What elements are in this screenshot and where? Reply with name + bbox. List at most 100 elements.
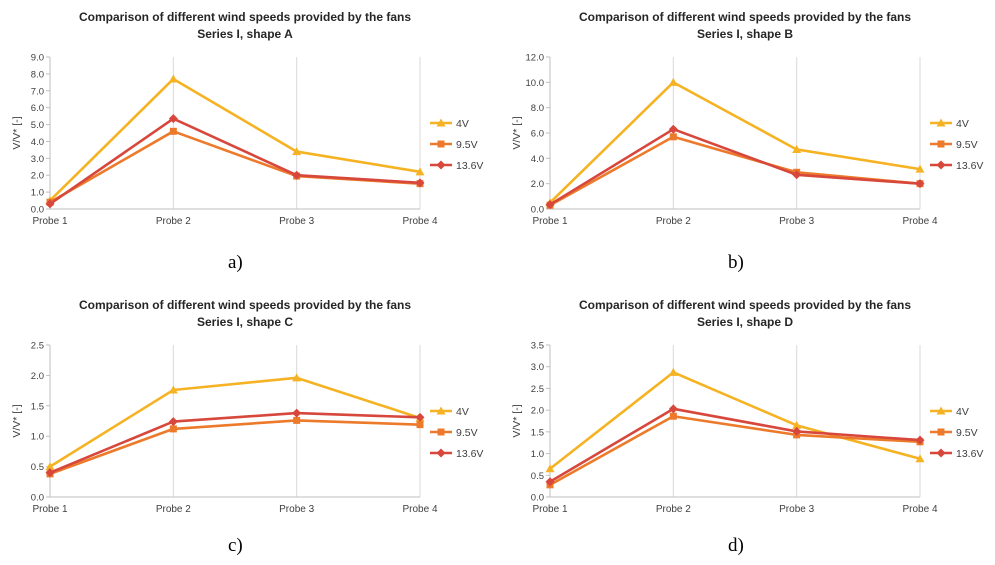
data-point-9.5V [669,412,677,420]
data-point-13.6V [792,170,802,180]
chart-subtitle: Series I, shape B [697,27,793,41]
legend-marker [936,118,946,127]
y-tick-label: 2.5 [31,341,44,352]
chart-title: Comparison of different wind speeds prov… [79,298,411,312]
series-line-4V [49,376,421,468]
x-tick-label: Probe 1 [532,216,567,227]
series-line-4V [549,81,921,204]
x-tick-label: Probe 1 [532,504,567,515]
data-point-4V [915,164,925,173]
y-axis-label: V/V* [-] [511,116,523,149]
legend-label: 9.5V [456,427,478,439]
legend-marker [436,160,446,170]
data-point-4V [292,373,302,382]
x-tick-label: Probe 4 [402,504,437,515]
data-point-13.6V [668,124,678,134]
data-point-13.6V [415,178,425,188]
legend-marker [436,118,446,127]
data-point-13.6V [668,404,678,414]
series-line-13.6V [49,117,421,206]
y-tick-label: 6.0 [531,129,544,140]
chart-svg: Comparison of different wind speeds prov… [11,298,483,515]
legend-marker [436,448,446,458]
caption-b: b) [728,252,744,273]
x-tick-label: Probe 4 [402,216,437,227]
data-point-9.5V [169,127,177,135]
chart-panel-b: Comparison of different wind speeds prov… [505,2,985,277]
y-axis-label: V/V* [-] [11,404,23,437]
y-tick-label: 3.5 [531,341,544,352]
caption-d: d) [728,535,744,556]
series-line-4V [49,77,421,202]
y-tick-label: 12.0 [526,53,545,64]
chart-title: Comparison of different wind speeds prov… [579,10,911,24]
y-tick-label: 3.0 [531,362,544,373]
legend-label: 4V [456,118,469,130]
y-tick-label: 0.0 [31,205,44,216]
legend-label: 13.6V [456,160,483,172]
legend-label: 4V [456,406,469,418]
y-tick-label: 9.0 [31,53,44,64]
y-tick-label: 8.0 [31,69,44,80]
y-tick-label: 3.0 [31,154,44,165]
chart-subtitle: Series I, shape C [197,315,293,329]
chart-panel-c: Comparison of different wind speeds prov… [5,290,485,565]
data-point-13.6V [415,412,425,422]
caption-a: a) [228,252,243,273]
caption-c: c) [228,535,243,556]
y-tick-label: 1.5 [531,427,544,438]
y-axis-label: V/V* [-] [511,404,523,437]
x-tick-label: Probe 1 [32,216,67,227]
y-tick-label: 2.0 [31,171,44,182]
x-tick-label: Probe 3 [779,216,814,227]
y-tick-label: 0.0 [531,493,544,504]
data-point-13.6V [45,199,55,209]
chart-svg: Comparison of different wind speeds prov… [511,10,983,227]
data-point-13.6V [545,200,555,210]
data-point-4V [915,454,925,463]
x-tick-label: Probe 2 [656,504,691,515]
chart-svg: Comparison of different wind speeds prov… [511,298,983,515]
x-tick-label: Probe 4 [902,216,937,227]
data-point-4V [668,367,678,376]
data-point-13.6V [45,468,55,478]
data-point-4V [792,420,802,429]
data-point-13.6V [915,435,925,445]
legend-label: 4V [956,118,969,130]
x-tick-label: Probe 3 [279,504,314,515]
chart-svg: Comparison of different wind speeds prov… [11,10,483,227]
y-tick-label: 1.5 [31,401,44,412]
legend-label: 9.5V [956,427,978,439]
y-tick-label: 0.5 [531,471,544,482]
series-line-13.6V [549,407,921,483]
series-line-9.5V [49,419,421,476]
chart-subtitle: Series I, shape D [697,315,793,329]
legend-label: 13.6V [956,448,983,460]
chart-panel-a: Comparison of different wind speeds prov… [5,2,485,277]
y-tick-label: 6.0 [31,103,44,114]
y-tick-label: 2.5 [531,384,544,395]
legend-marker [436,406,446,415]
data-point-9.5V [669,133,677,141]
y-tick-label: 1.0 [531,449,544,460]
y-tick-label: 8.0 [531,103,544,114]
data-point-9.5V [169,425,177,433]
series-line-13.6V [549,127,921,206]
data-point-4V [668,77,678,86]
data-point-13.6V [545,477,555,487]
chart-title: Comparison of different wind speeds prov… [79,10,411,24]
data-point-13.6V [792,426,802,436]
y-tick-label: 2.0 [531,406,544,417]
x-tick-label: Probe 3 [779,504,814,515]
data-point-9.5V [293,416,301,424]
legend-marker [937,140,945,148]
legend-marker [936,160,946,170]
legend-marker [936,406,946,415]
y-tick-label: 5.0 [31,120,44,131]
y-tick-label: 4.0 [531,154,544,165]
x-tick-label: Probe 2 [156,216,191,227]
data-point-4V [292,147,302,156]
data-point-13.6V [292,170,302,180]
series-line-4V [549,371,921,470]
data-point-13.6V [168,114,178,124]
